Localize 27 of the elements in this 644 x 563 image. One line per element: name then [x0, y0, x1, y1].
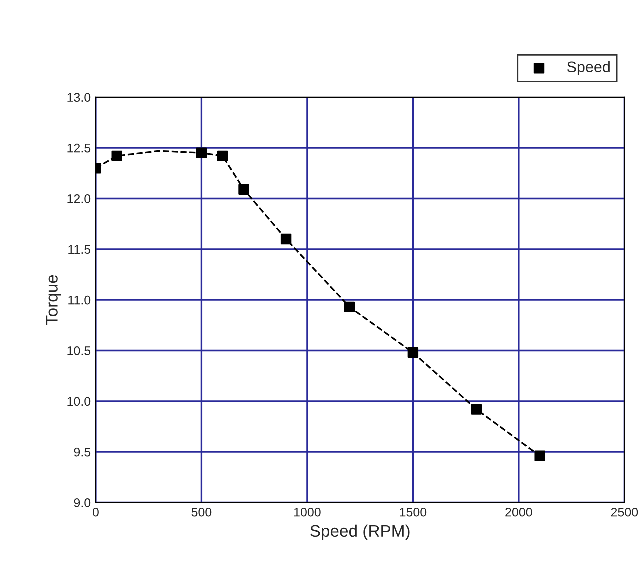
y-tick-label: 10.5 [68, 346, 91, 356]
point [280, 234, 292, 245]
x-axis-title: Speed (RPM) [310, 524, 410, 540]
x-tick-label: 2500 [611, 508, 638, 517]
y-tick-label: 9.5 [74, 448, 91, 457]
point [534, 450, 546, 462]
y-tick-label: 12.0 [68, 194, 91, 204]
y-tick-label: 13.0 [68, 93, 91, 102]
point [471, 404, 482, 415]
y-tick-label: 11.5 [68, 245, 91, 254]
y-tick-label: 12.5 [68, 144, 91, 153]
point [217, 150, 228, 162]
y-tick-label: 9.0 [74, 498, 91, 508]
point [344, 302, 356, 313]
legend-label: Speed [567, 61, 610, 76]
point [196, 148, 208, 158]
y-tick-label: 11.0 [68, 296, 91, 305]
x-tick-label: 2000 [506, 508, 532, 517]
x-tick-label: 1500 [400, 508, 427, 517]
x-tick-label: 500 [192, 508, 212, 517]
x-tick-label: 1000 [294, 508, 321, 517]
y-axis-title: Torque [46, 275, 62, 326]
point [408, 347, 419, 358]
x-tick-label: 0 [92, 508, 99, 517]
point [112, 150, 122, 162]
y-tick-label: 10.0 [68, 397, 91, 406]
point [238, 184, 250, 195]
